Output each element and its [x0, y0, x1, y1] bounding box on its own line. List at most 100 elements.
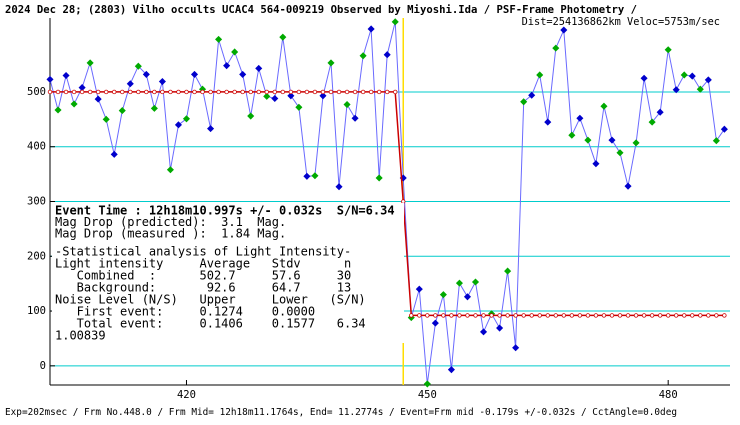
data-point — [158, 78, 166, 86]
data-point — [632, 139, 640, 147]
data-point — [263, 92, 271, 100]
data-point — [54, 106, 62, 114]
model-point — [529, 313, 534, 318]
data-point — [616, 149, 624, 157]
data-point — [608, 136, 616, 144]
model-point — [112, 89, 117, 95]
model-point — [433, 313, 438, 318]
annotation: First event: 0.1274 0.0000 — [55, 305, 315, 319]
data-point — [431, 319, 439, 327]
data-point — [207, 125, 215, 133]
annotation-box — [52, 203, 404, 343]
data-point — [118, 107, 126, 115]
model-point — [200, 89, 205, 95]
data-point — [174, 121, 182, 129]
model-point — [625, 313, 631, 318]
model-point — [144, 89, 149, 95]
data-point — [367, 25, 375, 33]
model-point — [304, 89, 310, 95]
model-point — [344, 89, 350, 95]
model-point — [128, 89, 133, 95]
x-tick-label: 450 — [418, 389, 437, 401]
model-point — [657, 313, 663, 318]
y-tick-label: 400 — [27, 141, 46, 153]
data-point — [215, 35, 223, 43]
model-point — [393, 89, 398, 95]
model-point — [63, 89, 69, 95]
data-point — [656, 108, 664, 116]
data-point — [664, 46, 672, 54]
model-point — [609, 313, 615, 318]
data-point — [584, 136, 592, 144]
model-point — [682, 313, 687, 318]
annotation: Event Time : 12h18m10.997s +/- 0.032s S/… — [55, 204, 395, 218]
data-point — [415, 285, 423, 293]
model-point — [360, 89, 366, 95]
data-point — [696, 85, 704, 93]
data-point — [640, 74, 648, 82]
model-point — [722, 313, 727, 318]
model-point — [208, 89, 213, 95]
y-tick-label: 0 — [40, 360, 46, 372]
data-point — [182, 115, 191, 123]
annotation: Combined : 502.7 57.6 30 — [55, 269, 351, 283]
data-point — [142, 70, 150, 78]
model-point — [368, 89, 374, 95]
data-point — [86, 59, 94, 67]
data-point — [592, 160, 600, 168]
model-point — [569, 313, 575, 318]
model-point — [103, 89, 109, 95]
model-point — [457, 313, 462, 318]
model-point — [240, 89, 245, 95]
data-point — [271, 94, 279, 103]
model-point — [216, 89, 221, 95]
model-point — [465, 313, 470, 318]
data-point — [391, 18, 399, 26]
model-point — [79, 89, 85, 95]
data-point — [512, 344, 520, 352]
annotation: -Statistical analysis of Light Intensity… — [55, 245, 351, 259]
data-point — [455, 279, 463, 287]
model-point — [248, 89, 253, 95]
model-point — [312, 89, 318, 95]
data-point — [110, 150, 118, 158]
y-tick-label: 500 — [27, 86, 46, 98]
model-point — [698, 313, 703, 318]
data-point — [62, 71, 70, 80]
model-point — [176, 89, 181, 95]
data-point — [70, 100, 78, 108]
data-point — [536, 71, 544, 79]
annotation: 1.00839 — [55, 329, 106, 343]
data-point — [552, 44, 560, 52]
data-point — [560, 26, 568, 34]
model-point — [505, 313, 510, 318]
data-point — [303, 172, 311, 180]
model-point — [706, 313, 711, 318]
data-point — [287, 92, 295, 100]
data-point — [359, 52, 367, 60]
data-point — [520, 98, 528, 106]
data-point — [311, 172, 319, 180]
x-tick-label: 480 — [659, 389, 678, 401]
data-point — [383, 51, 391, 59]
data-point — [94, 95, 102, 103]
data-point — [335, 183, 343, 191]
model-point — [714, 313, 719, 318]
model-point — [409, 313, 414, 318]
chart-subtitle: Dist=254136862km Veloc=5753m/sec — [522, 16, 720, 28]
model-point — [545, 313, 550, 318]
data-point — [190, 70, 199, 78]
model-point — [168, 89, 173, 95]
y-tick-label: 100 — [27, 305, 46, 317]
model-point — [513, 313, 518, 318]
data-point — [504, 267, 512, 275]
model-point — [184, 89, 189, 95]
model-point — [224, 89, 229, 95]
data-point — [680, 71, 688, 79]
data-point — [439, 291, 447, 299]
model-point — [152, 89, 157, 95]
model-point — [384, 89, 390, 95]
data-point — [166, 166, 174, 174]
data-point — [528, 91, 536, 99]
